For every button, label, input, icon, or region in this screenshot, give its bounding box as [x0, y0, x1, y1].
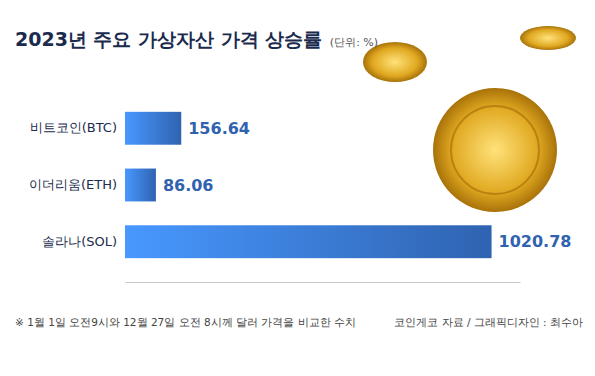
- data-label: 156.64: [188, 119, 250, 138]
- bars: [125, 112, 492, 258]
- coin-decoration: [363, 26, 576, 212]
- coin-ring: [451, 106, 539, 194]
- footnote: ※ 1월 1일 오전9시와 12월 27일 오전 8시께 달러 가격을 비교한 …: [15, 316, 356, 328]
- y-tick: 비트코인(BTC): [30, 120, 125, 135]
- chart: 2023년 주요 가상자산 가격 상승률 (단위: %) 비트코인(BTC) 이더리…: [0, 0, 595, 376]
- category-label: 비트코인(BTC): [30, 120, 117, 135]
- x-axis-line: [126, 282, 521, 283]
- bar: [125, 225, 492, 258]
- subtitle: (단위: %): [330, 36, 378, 49]
- source: 코인게코 자료 / 그래픽디자인 : 최수아: [394, 316, 583, 328]
- y-tick: 솔라나(SOL): [42, 234, 125, 249]
- plot: 비트코인(BTC) 이더리움(ETH) 솔라나(SOL) 156.64 86.06 102…: [29, 112, 572, 283]
- coin: [433, 88, 557, 212]
- data-label: 86.06: [163, 176, 214, 195]
- y-axis: 비트코인(BTC) 이더리움(ETH) 솔라나(SOL): [29, 120, 125, 248]
- title-line: 2023년 주요 가상자산 가격 상승률 (단위: %): [15, 28, 378, 50]
- data-label: 1020.78: [499, 232, 572, 251]
- coin: [520, 26, 576, 50]
- x-axis: [126, 282, 521, 283]
- data-labels: 156.64 86.06 1020.78: [163, 119, 572, 251]
- category-label: 솔라나(SOL): [42, 234, 117, 249]
- category-label: 이더리움(ETH): [29, 177, 117, 192]
- bar: [125, 169, 156, 202]
- title: 2023년 주요 가상자산 가격 상승률: [15, 28, 322, 50]
- y-tick: 이더리움(ETH): [29, 177, 125, 192]
- bar: [125, 112, 181, 145]
